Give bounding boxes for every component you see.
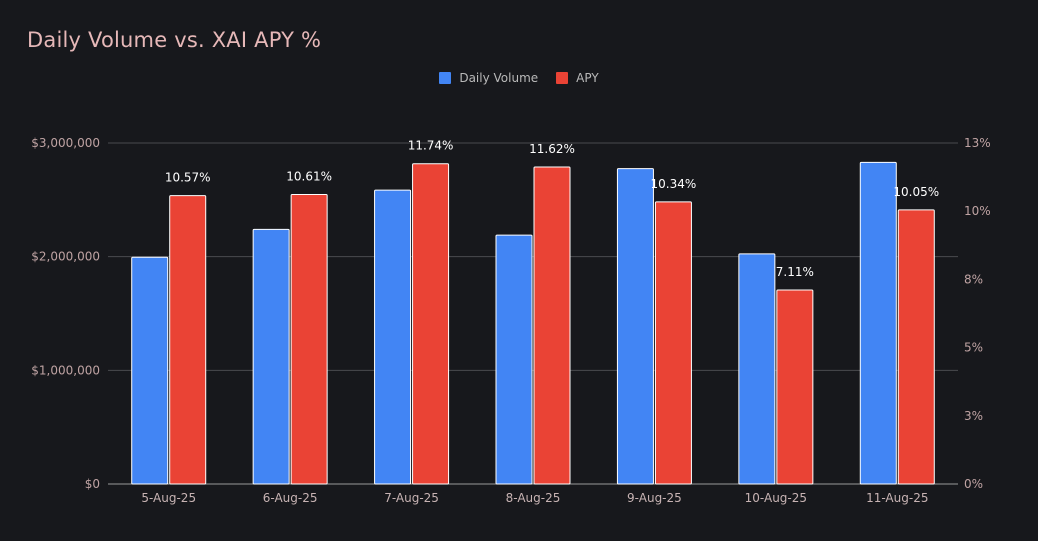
legend-swatch-daily-volume [439,72,452,84]
legend-label-daily-volume: Daily Volume [459,71,539,85]
y-left-tick-label: $1,000,000 [31,363,100,377]
y-left-tick-label: $2,000,000 [31,250,100,264]
bar-daily-volume [495,234,533,485]
bar-daily-volume [131,256,169,485]
bar-apy [412,163,450,485]
y-left-tick-label: $3,000,000 [31,136,100,150]
legend-item-daily-volume[interactable]: Daily Volume [439,71,538,85]
legend-label-apy: APY [576,71,599,85]
legend-item-apy[interactable]: APY [556,71,599,85]
y-right-tick-label: 5% [964,341,983,355]
bar-apy [897,209,935,485]
data-label-apy: 11.62% [529,142,575,156]
data-label-apy: 10.05% [893,185,939,199]
x-tick-label: 11-Aug-25 [866,491,928,505]
y-right-tick-label: 10% [964,204,991,218]
x-tick-label: 10-Aug-25 [745,491,807,505]
bar-apy [654,201,692,485]
legend: Daily Volume APY [0,71,1038,85]
x-tick-label: 6-Aug-25 [263,491,318,505]
y-right-tick-label: 13% [964,136,991,150]
y-right-tick-label: 8% [964,272,983,286]
x-tick-label: 8-Aug-25 [506,491,561,505]
x-tick-label: 5-Aug-25 [141,491,196,505]
x-tick-label: 7-Aug-25 [384,491,439,505]
y-left-tick-label: $0 [85,477,100,491]
data-label-apy: 11.74% [408,139,454,153]
bar-apy [776,289,814,485]
data-label-apy: 10.34% [651,177,697,191]
y-right-tick-label: 0% [964,477,983,491]
legend-swatch-apy [556,72,569,84]
bar-apy [533,166,571,485]
data-label-apy: 10.61% [286,170,332,184]
data-label-apy: 7.11% [776,265,814,279]
x-tick-label: 9-Aug-25 [627,491,682,505]
bar-daily-volume [252,228,290,485]
bar-daily-volume [616,168,654,485]
bar-daily-volume [374,189,412,485]
y-right-tick-label: 3% [964,409,983,423]
bar-apy [290,194,328,485]
bar-apy [169,195,207,485]
chart-title: Daily Volume vs. XAI APY % [27,28,322,52]
data-label-apy: 10.57% [165,171,211,185]
bar-daily-volume [859,161,897,485]
bar-daily-volume [738,253,776,485]
